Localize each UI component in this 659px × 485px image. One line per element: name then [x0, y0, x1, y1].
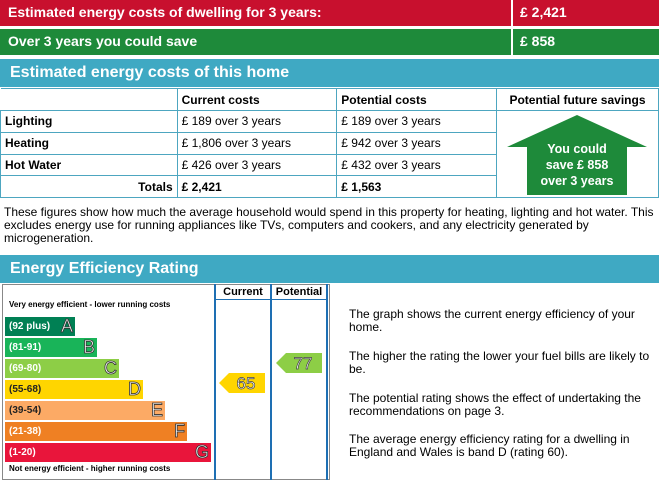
svg-text:save £ 858: save £ 858 — [546, 158, 609, 172]
svg-text:You could: You could — [548, 142, 608, 156]
inefficient-note: Not energy efficient - higher running co… — [9, 464, 171, 473]
band-range-label: (21-38) — [9, 426, 42, 437]
potential-column-header: Potential — [275, 286, 323, 298]
band-letter: E — [150, 400, 164, 421]
rating-band-e: (39-54) E — [5, 400, 165, 421]
rating-band-b: (81-91) B — [5, 337, 97, 358]
band-range-label: (81-91) — [9, 342, 42, 353]
svg-text:over 3 years: over 3 years — [541, 174, 614, 188]
band-letter: B — [82, 337, 96, 358]
band-range-label: (92 plus) — [9, 321, 51, 332]
explanation-4: The average energy efficiency rating for… — [349, 432, 630, 459]
band-letter: A — [60, 316, 74, 337]
current-rating-value: 65 — [237, 374, 256, 393]
table-row: Lighting £ 189 over 3 years £ 189 over 3… — [0, 110, 659, 198]
band-range-label: (69-80) — [9, 363, 42, 374]
band-range-label: (55-68) — [9, 384, 42, 395]
rating-chart — [2, 284, 330, 480]
table-row: Hot Water £ 426 over 3 years £ 432 over … — [0, 153, 659, 177]
potential-rating-arrow: 77 — [276, 353, 322, 373]
band-letter: D — [128, 379, 142, 400]
savings-value: £ 858 — [520, 33, 556, 49]
rating-band-g: (1-20) G — [5, 442, 211, 463]
header-future-savings: Potential future savings — [495, 88, 659, 111]
rating-band-c: (69-80) C — [5, 358, 119, 379]
rating-band-f: (21-38) F — [5, 421, 187, 442]
costs-table: Current costs Potential costs Potential … — [0, 88, 659, 198]
band-letter: G — [194, 442, 210, 463]
band-range-label: (1-20) — [9, 447, 36, 458]
current-rating-arrow: 65 — [219, 373, 265, 393]
band-letter: F — [174, 421, 186, 442]
savings-label: Over 3 years you could save — [8, 33, 198, 49]
costs-section-title: Estimated energy costs of this home — [0, 59, 659, 87]
estimated-costs-label: Estimated energy costs of dwelling for 3… — [8, 4, 322, 20]
totals-row: Totals £ 2,421 £ 1,563 — [0, 175, 659, 198]
rating-section-title: Energy Efficiency Rating — [0, 255, 659, 283]
header-current-costs: Current costs — [176, 88, 338, 111]
table-row: Heating £ 1,806 over 3 years £ 942 over … — [0, 131, 659, 155]
savings-cell: You could save £ 858 over 3 years — [495, 110, 659, 198]
header-potential-costs: Potential costs — [336, 88, 497, 111]
estimated-costs-value: £ 2,421 — [520, 4, 567, 20]
costs-note: These figures show how much the average … — [4, 205, 654, 245]
explanation-3: The potential rating shows the effect of… — [349, 391, 641, 418]
rating-band-d: (55-68) D — [5, 379, 143, 400]
savings-banner: Over 3 years you could save £ 858 — [0, 29, 659, 55]
current-column-header: Current — [223, 286, 263, 298]
band-range-label: (39-54) — [9, 405, 42, 416]
explanation-1: The graph shows the current energy effic… — [349, 307, 635, 334]
efficient-note: Very energy efficient - lower running co… — [9, 300, 171, 309]
rating-band-a: (92 plus) A — [5, 316, 75, 337]
house-arrow-icon: You could save £ 858 over 3 years — [507, 115, 648, 195]
explanation-2: The higher the rating the lower your fue… — [349, 349, 650, 376]
potential-rating-value: 77 — [294, 354, 313, 373]
band-letter: C — [104, 358, 118, 379]
estimated-costs-banner: Estimated energy costs of dwelling for 3… — [0, 0, 659, 26]
